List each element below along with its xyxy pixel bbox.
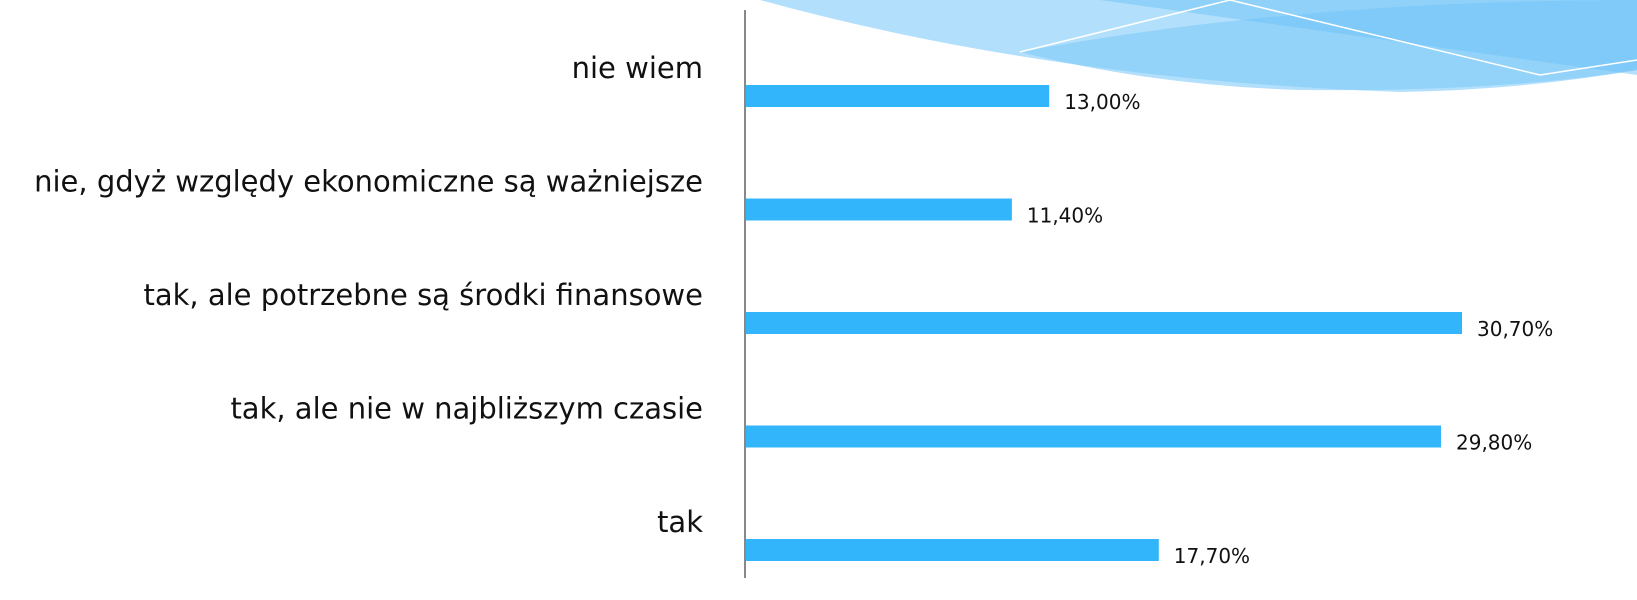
value-label: 30,70% xyxy=(1477,317,1553,341)
decoration xyxy=(760,0,1637,92)
value-label: 11,40% xyxy=(1027,204,1103,228)
bar xyxy=(746,426,1441,448)
page: {"chart_data": {"type": "bar", "orientat… xyxy=(0,0,1637,600)
category-label: nie wiem xyxy=(572,51,703,85)
category-label: nie, gdyż względy ekonomiczne są ważniej… xyxy=(34,165,703,199)
bar xyxy=(746,539,1159,561)
chart: nie wiem 13,00% nie, gdyż względy ekonomic… xyxy=(0,0,1637,600)
bar xyxy=(746,85,1049,107)
value-label: 29,80% xyxy=(1456,431,1532,455)
bar xyxy=(746,312,1462,334)
category-label: tak xyxy=(657,505,703,539)
bar xyxy=(746,199,1012,221)
category-label: tak, ale nie w najbliższym czasie xyxy=(230,392,703,426)
value-label: 17,70% xyxy=(1174,544,1250,568)
category-label: tak, ale potrzebne są środki finansowe xyxy=(143,278,703,312)
value-label: 13,00% xyxy=(1064,90,1140,114)
